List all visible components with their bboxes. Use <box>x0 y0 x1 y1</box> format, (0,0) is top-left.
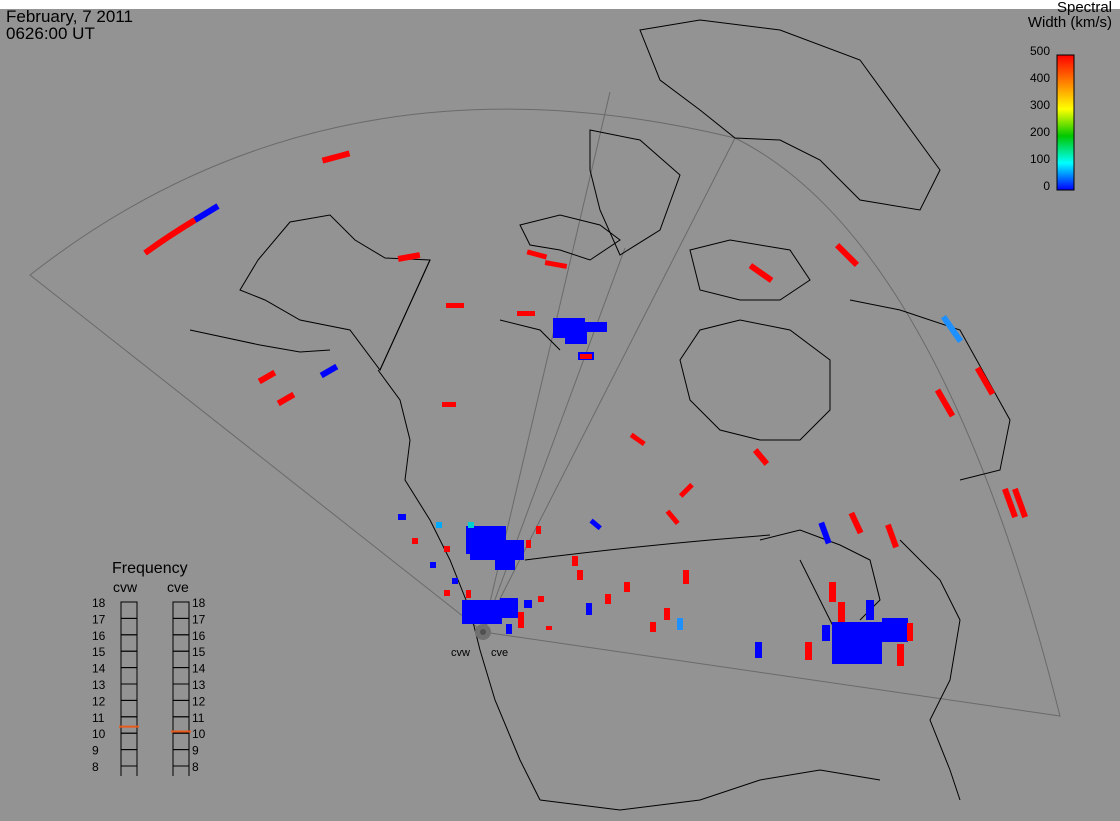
freq-cell <box>120 667 138 685</box>
radar-label-cve: cve <box>491 647 509 659</box>
date-label: February, 7 2011 <box>6 7 133 26</box>
colorbar-tick: 500 <box>1029 44 1050 58</box>
freq-cell <box>120 749 138 767</box>
freq-cell <box>120 765 138 776</box>
freq-radar-name: cvw <box>113 579 138 595</box>
freq-tick-label: 8 <box>192 760 199 774</box>
freq-cell <box>172 667 190 685</box>
freq-radar-name: cve <box>167 579 189 595</box>
colorbar-tick: 400 <box>1029 71 1050 85</box>
freq-cell <box>120 634 138 652</box>
freq-tick-label: 12 <box>92 694 106 708</box>
colorbar-tick: 300 <box>1029 98 1050 112</box>
freq-cell <box>172 699 190 718</box>
freq-tick-label: 15 <box>192 645 206 659</box>
freq-cell <box>120 650 138 669</box>
freq-cell <box>172 683 190 701</box>
colorbar-tick: 0 <box>1043 179 1050 193</box>
freq-tick-label: 13 <box>192 678 206 692</box>
freq-tick-label: 10 <box>192 727 206 741</box>
freq-tick-label: 14 <box>192 662 206 676</box>
freq-tick-label: 9 <box>192 744 199 758</box>
freq-tick-label: 9 <box>92 744 99 758</box>
freq-cell <box>172 601 190 619</box>
colorbar-title: Spectral Width (km/s) <box>1027 0 1112 31</box>
frequency-title: Frequency <box>112 560 188 577</box>
freq-tick-label: 11 <box>92 711 105 725</box>
frequency-panel: 18 18 17 17 16 16 15 15 14 14 13 13 12 12 11 11 10 10 9 9 8 8 <box>92 596 206 776</box>
time-label: 0626:00 UT <box>6 24 95 43</box>
radar-label-cvw: cvw <box>451 647 470 659</box>
freq-cell <box>172 650 190 669</box>
freq-tick-label: 14 <box>92 662 106 676</box>
freq-tick-label: 18 <box>92 596 106 610</box>
freq-tick-label: 11 <box>192 711 205 725</box>
freq-cell <box>120 617 138 636</box>
header: February, 7 2011 0626:00 UT <box>6 8 133 42</box>
freq-tick-label: 18 <box>192 596 206 610</box>
colorbar-tick: 100 <box>1029 152 1050 166</box>
freq-tick-label: 17 <box>92 612 106 626</box>
freq-cell <box>120 601 138 619</box>
freq-cell <box>120 683 138 701</box>
freq-tick-label: 16 <box>192 629 206 643</box>
freq-tick-label: 8 <box>92 760 99 774</box>
colorbar-tick: 200 <box>1029 125 1050 139</box>
freq-cell <box>120 699 138 718</box>
freq-cell <box>120 732 138 751</box>
freq-cell <box>172 749 190 767</box>
colorbar <box>1056 54 1075 191</box>
freq-tick-label: 15 <box>92 645 106 659</box>
freq-tick-label: 13 <box>92 678 106 692</box>
freq-cell <box>172 765 190 776</box>
freq-cell <box>172 617 190 636</box>
freq-tick-label: 12 <box>192 694 206 708</box>
data-points <box>143 150 1028 666</box>
freq-cell <box>120 716 138 734</box>
coastlines <box>189 19 1011 811</box>
freq-cell <box>172 634 190 652</box>
freq-tick-label: 10 <box>92 727 106 741</box>
freq-tick-label: 17 <box>192 612 206 626</box>
freq-tick-label: 16 <box>92 629 106 643</box>
freq-cell <box>172 732 190 751</box>
top-white-strip <box>0 0 1120 9</box>
